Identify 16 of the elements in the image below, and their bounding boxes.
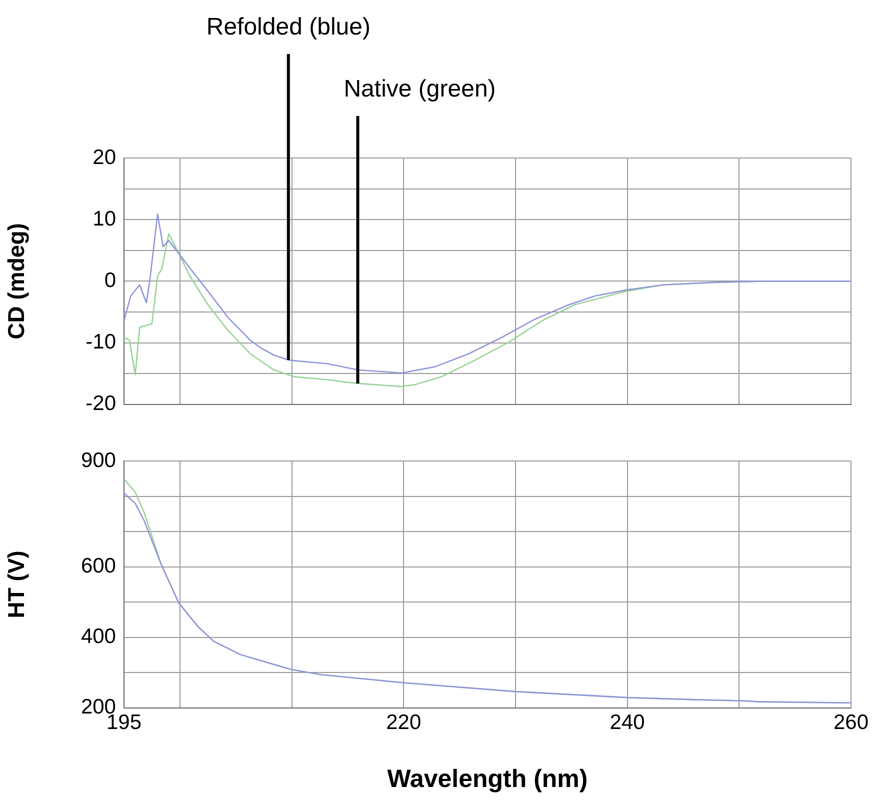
annotation: Refolded (blue) <box>206 14 370 41</box>
y-tick-label: -20 <box>86 392 116 416</box>
y-tick-label: 600 <box>80 554 116 578</box>
y-tick-label: 900 <box>80 448 116 472</box>
y-tick-label: 10 <box>92 207 116 230</box>
y-tick-label: 400 <box>80 625 116 648</box>
x-tick-label: 240 <box>610 711 645 734</box>
annotation: Native (green) <box>344 76 496 103</box>
x-axis-title: Wavelength (nm) <box>387 764 588 793</box>
y-axis-title: CD (mdeg) <box>3 223 30 340</box>
y-tick-label: 20 <box>92 146 116 169</box>
x-tick-label: 260 <box>833 711 869 734</box>
y-axis-title: HT (V) <box>3 550 30 618</box>
y-tick-label: 0 <box>104 268 116 292</box>
x-tick-label: 220 <box>386 711 422 734</box>
y-tick-label: -10 <box>86 330 116 354</box>
